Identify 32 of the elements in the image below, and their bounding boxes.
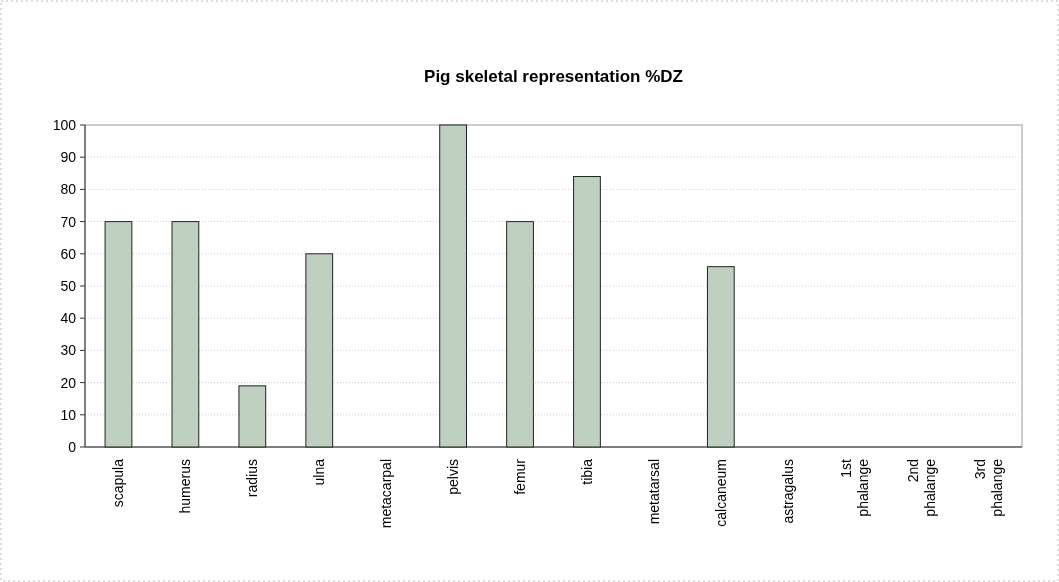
bar [238, 385, 267, 448]
x-tick-label: astragalus [779, 459, 796, 524]
bar [104, 221, 133, 448]
y-tick-label: 20 [60, 374, 77, 391]
bar [305, 253, 334, 448]
y-tick-label: 0 [68, 438, 77, 455]
y-tick-label: 80 [60, 181, 77, 198]
y-tick-label: 100 [52, 116, 77, 133]
x-tick-label: metatarsal [645, 459, 662, 525]
x-tick-label: ulna [311, 458, 328, 486]
y-tick-label: 40 [60, 310, 77, 327]
chart-title: Pig skeletal representation %DZ [424, 67, 683, 86]
x-tick-label: pelvis [445, 459, 462, 495]
x-tick-label: scapula [110, 458, 127, 508]
y-tick-label: 50 [60, 277, 77, 294]
x-tick-label: humerus [177, 459, 194, 514]
x-tick-label: 1st phalange [838, 458, 871, 517]
y-tick-label: 60 [60, 245, 77, 262]
y-tick-label: 10 [60, 406, 77, 423]
x-tick-label: radius [244, 459, 261, 498]
x-tick-label: calcaneum [712, 459, 729, 527]
y-tick-label: 90 [60, 149, 77, 166]
x-tick-label: tibia [578, 458, 595, 485]
bar [506, 221, 534, 448]
bar [706, 266, 735, 448]
y-tick-label: 30 [60, 342, 77, 359]
bar [171, 221, 200, 448]
bar [573, 176, 601, 448]
x-tick-label: metacarpal [378, 459, 395, 529]
bar [439, 124, 467, 448]
y-tick-label: 70 [60, 213, 77, 230]
x-tick-label: femur [511, 458, 528, 495]
